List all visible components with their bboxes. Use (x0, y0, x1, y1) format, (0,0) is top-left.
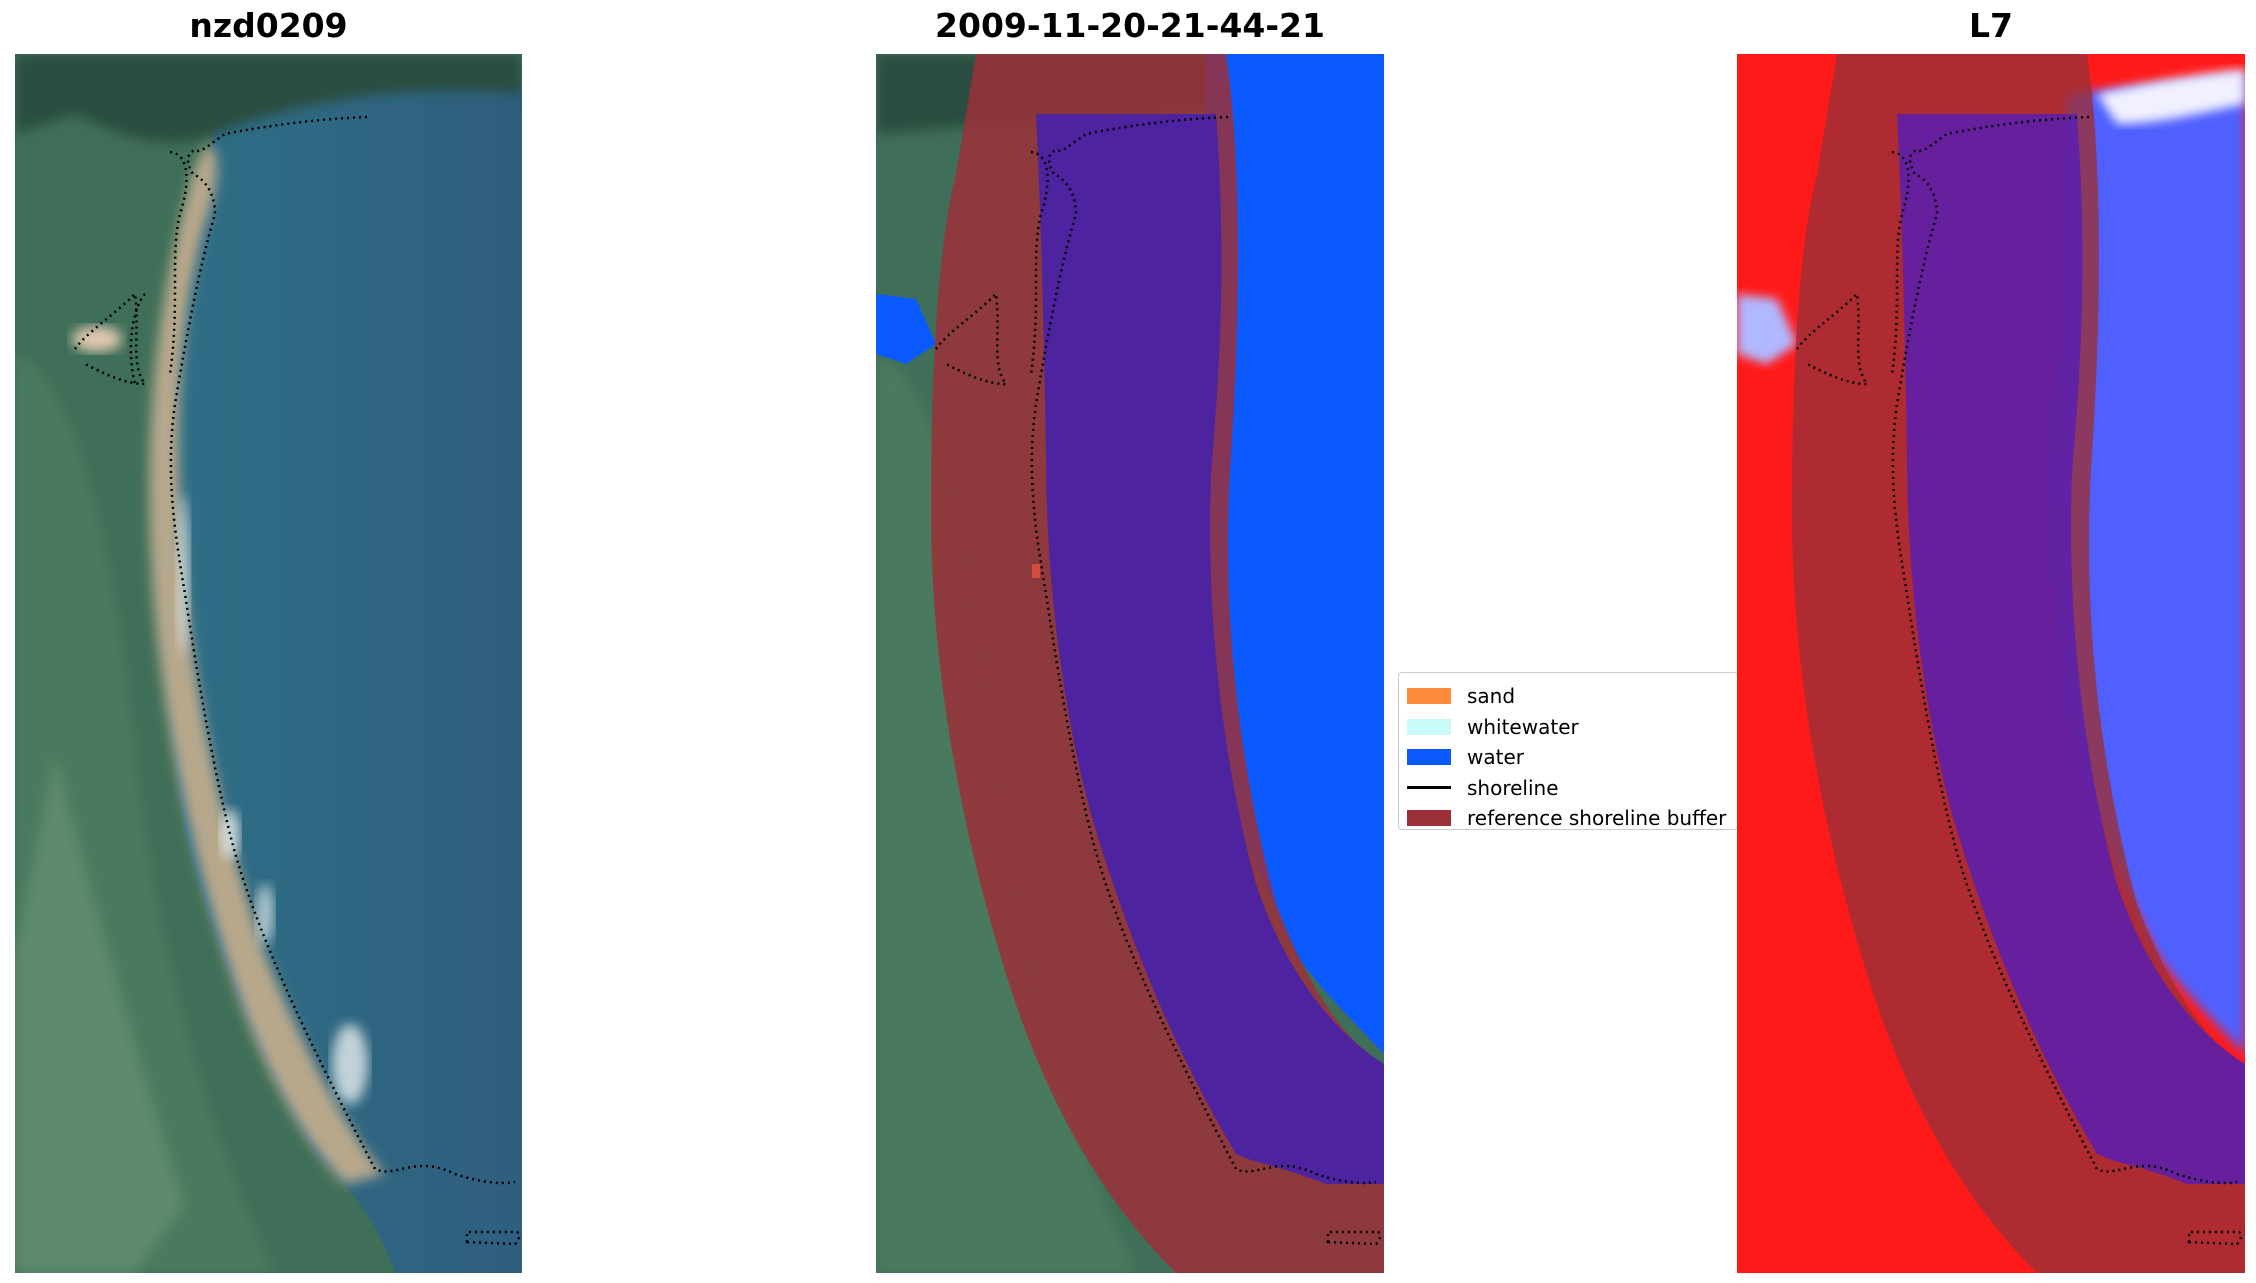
index-image-panel (1737, 54, 2245, 1273)
legend-label-sand: sand (1467, 684, 1516, 709)
panel-title-3: L7 (1969, 6, 2013, 45)
legend-label-buffer: reference shoreline buffer (1467, 806, 1727, 831)
legend-swatch-sand (1407, 688, 1451, 705)
legend-label-water: water (1467, 745, 1524, 770)
index-image (1737, 54, 2245, 1273)
legend-label-whitewater: whitewater (1467, 714, 1579, 739)
classified-image-panel (876, 54, 1384, 1273)
legend-item-whitewater: whitewater (1407, 712, 1737, 743)
panel-title-1: nzd0209 (189, 6, 348, 45)
legend-swatch-shoreline (1407, 786, 1451, 790)
panel-title-2: 2009-11-20-21-44-21 (935, 6, 1325, 45)
legend-swatch-water (1407, 749, 1451, 766)
legend-item-water: water (1407, 742, 1737, 773)
legend-item-buffer: reference shoreline buffer (1407, 803, 1737, 834)
legend-swatch-buffer (1407, 810, 1451, 827)
rgb-image-panel (15, 54, 522, 1273)
legend-swatch-whitewater (1407, 718, 1451, 735)
legend: sand whitewater water shoreline referenc… (1398, 672, 1738, 830)
legend-item-shoreline: shoreline (1407, 773, 1737, 804)
legend-label-shoreline: shoreline (1467, 775, 1559, 800)
rgb-image (15, 54, 522, 1273)
legend-item-sand: sand (1407, 681, 1737, 712)
shoreline-path (73, 115, 521, 1246)
classified-image (876, 54, 1384, 1273)
